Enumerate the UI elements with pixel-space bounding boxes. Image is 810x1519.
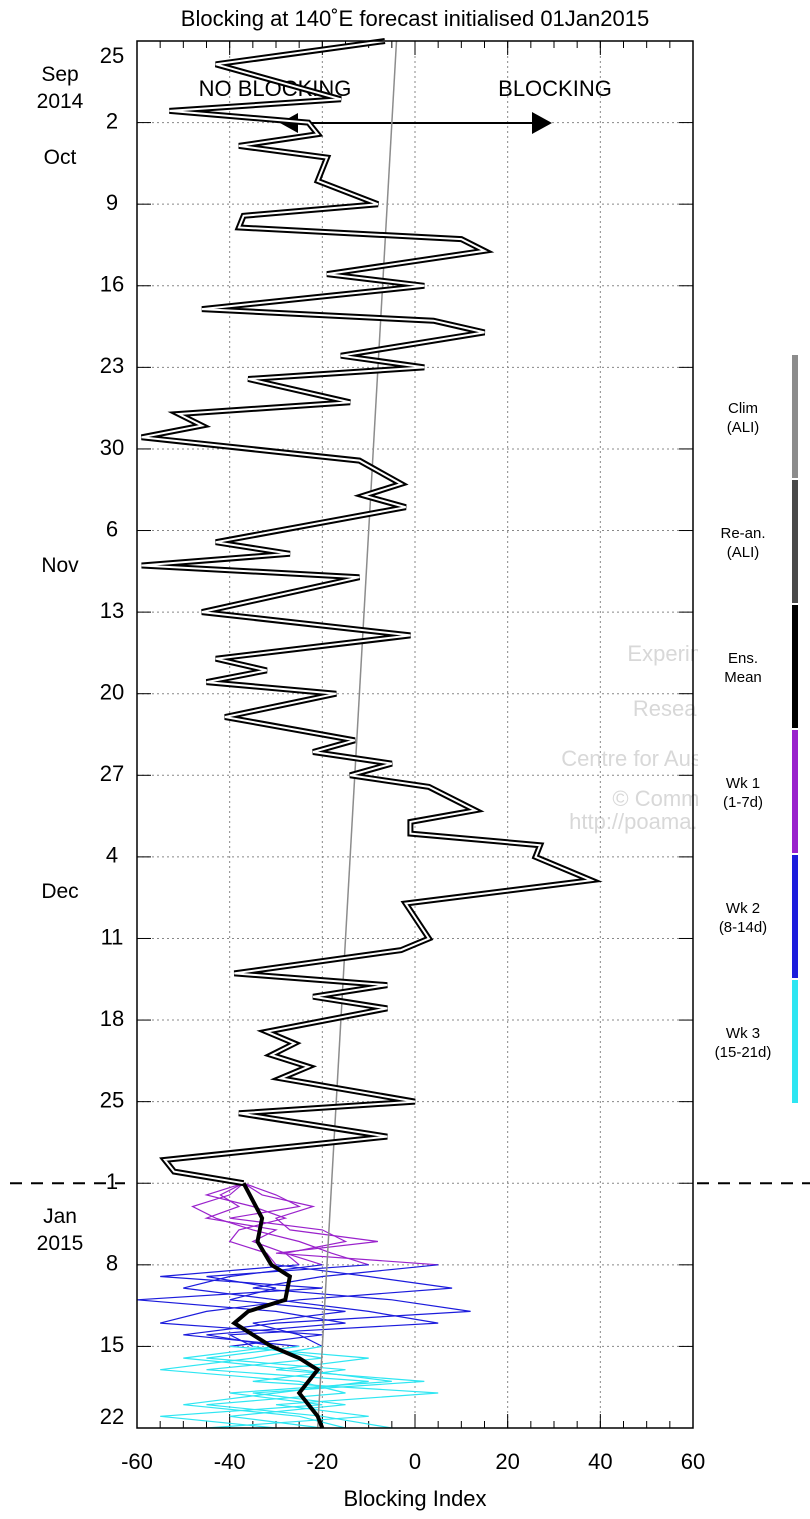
- legend-label: Wk 3 (15-21d): [714, 1024, 772, 1061]
- month-label: Dec: [41, 880, 79, 904]
- ensemble-member: [136, 1264, 346, 1347]
- y-tick-label: 6: [106, 516, 118, 541]
- legend-bar: [792, 855, 798, 978]
- y-tick-label: 2: [106, 108, 118, 133]
- y-tick-label: 25: [100, 43, 124, 68]
- y-tick-label: 15: [100, 1332, 124, 1357]
- month-label: Sep 2014: [36, 62, 84, 113]
- y-tick-label: 1: [106, 1169, 118, 1194]
- ensemble-member: [160, 1345, 392, 1429]
- reanalysis-inner: [141, 40, 595, 1185]
- ensemble-member: [160, 1264, 453, 1347]
- y-tick-label: 27: [100, 761, 124, 786]
- y-tick-label: 25: [100, 1087, 124, 1112]
- arrow-head: [532, 112, 552, 134]
- x-tick-label: 40: [588, 1449, 612, 1474]
- x-tick-label: 0: [409, 1449, 421, 1474]
- legend-bar: [792, 605, 798, 728]
- x-axis-label: Blocking Index: [343, 1486, 486, 1511]
- legend-bar: [792, 480, 798, 603]
- month-label: Nov: [41, 553, 79, 577]
- month-label: Jan 2015: [36, 1204, 84, 1255]
- legend-backdrop: [698, 330, 810, 1130]
- y-tick-label: 4: [106, 843, 118, 868]
- plot-lines: [136, 38, 603, 1429]
- legend-label: Re-an. (ALI): [720, 524, 766, 561]
- x-tick-label: -60: [121, 1449, 153, 1474]
- y-tick-label: 11: [101, 924, 124, 949]
- y-tick-label: 23: [100, 353, 124, 378]
- x-tick-label: -20: [306, 1449, 338, 1474]
- annotation: BLOCKING: [498, 76, 612, 101]
- y-tick-label: 22: [100, 1404, 124, 1429]
- legend-bar: [792, 355, 798, 478]
- y-tick-label: 9: [106, 190, 118, 215]
- month-label: Oct: [43, 146, 77, 170]
- legend-bar: [792, 980, 798, 1103]
- ensemble-member: [191, 1182, 369, 1266]
- legend-label: Ens. Mean: [724, 649, 762, 686]
- legend-label: Clim (ALI): [726, 399, 760, 436]
- ensemble-member: [183, 1264, 439, 1347]
- legend-label: Wk 1 (1-7d): [722, 774, 763, 811]
- x-tick-label: -40: [214, 1449, 246, 1474]
- y-tick-label: 16: [100, 272, 124, 297]
- y-tick-label: 20: [100, 680, 124, 705]
- y-tick-label: 18: [100, 1006, 124, 1031]
- y-tick-label: 13: [100, 598, 124, 623]
- plot-frame: [136, 40, 694, 1429]
- ensemble-member: [206, 1345, 439, 1429]
- y-tick-label: 30: [100, 435, 124, 460]
- x-tick-label: 60: [681, 1449, 705, 1474]
- ensemble-member: [183, 1264, 471, 1347]
- ensemble-member: [243, 1182, 439, 1266]
- legend-label: Wk 2 (8-14d): [718, 899, 768, 936]
- chart-title: Blocking at 140˚E forecast initialised 0…: [181, 6, 649, 31]
- series-line: [230, 1182, 325, 1429]
- ensemble-member: [160, 1345, 392, 1429]
- y-tick-label: 8: [106, 1251, 118, 1276]
- ensemble-member: [206, 1264, 369, 1347]
- legend-bar: [792, 730, 798, 853]
- series-line: [316, 40, 398, 1429]
- x-tick-label: 20: [495, 1449, 519, 1474]
